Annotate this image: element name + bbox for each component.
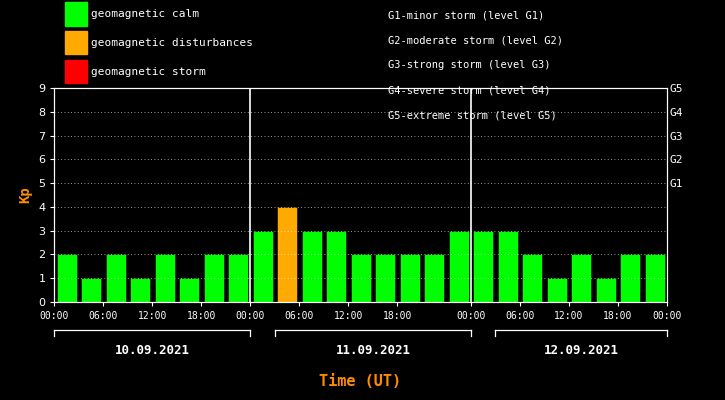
- Bar: [571, 254, 592, 302]
- Bar: [302, 231, 322, 302]
- Bar: [351, 254, 370, 302]
- Bar: [473, 231, 493, 302]
- Text: geomagnetic calm: geomagnetic calm: [91, 9, 199, 19]
- Text: G2-moderate storm (level G2): G2-moderate storm (level G2): [388, 35, 563, 45]
- Bar: [620, 254, 640, 302]
- Bar: [179, 278, 199, 302]
- Bar: [497, 231, 518, 302]
- Bar: [204, 254, 224, 302]
- Bar: [596, 278, 616, 302]
- Bar: [449, 231, 469, 302]
- Bar: [522, 254, 542, 302]
- Bar: [81, 278, 102, 302]
- Text: G1-minor storm (level G1): G1-minor storm (level G1): [388, 10, 544, 20]
- Bar: [424, 254, 444, 302]
- Bar: [399, 254, 420, 302]
- Text: G5-extreme storm (level G5): G5-extreme storm (level G5): [388, 111, 557, 121]
- Bar: [326, 231, 347, 302]
- Text: G3-strong storm (level G3): G3-strong storm (level G3): [388, 60, 550, 70]
- Bar: [57, 254, 77, 302]
- Bar: [277, 207, 297, 302]
- Text: 12.09.2021: 12.09.2021: [544, 344, 618, 356]
- Bar: [645, 254, 665, 302]
- Bar: [130, 278, 150, 302]
- Text: 11.09.2021: 11.09.2021: [336, 344, 410, 356]
- Text: Time (UT): Time (UT): [319, 374, 402, 389]
- Text: G4-severe storm (level G4): G4-severe storm (level G4): [388, 86, 550, 96]
- Text: geomagnetic storm: geomagnetic storm: [91, 67, 205, 77]
- Text: 10.09.2021: 10.09.2021: [115, 344, 190, 356]
- Bar: [228, 254, 248, 302]
- Y-axis label: Kp: Kp: [19, 187, 33, 203]
- Bar: [252, 231, 273, 302]
- Text: geomagnetic disturbances: geomagnetic disturbances: [91, 38, 252, 48]
- Bar: [154, 254, 175, 302]
- Bar: [106, 254, 125, 302]
- Bar: [375, 254, 395, 302]
- Bar: [547, 278, 567, 302]
